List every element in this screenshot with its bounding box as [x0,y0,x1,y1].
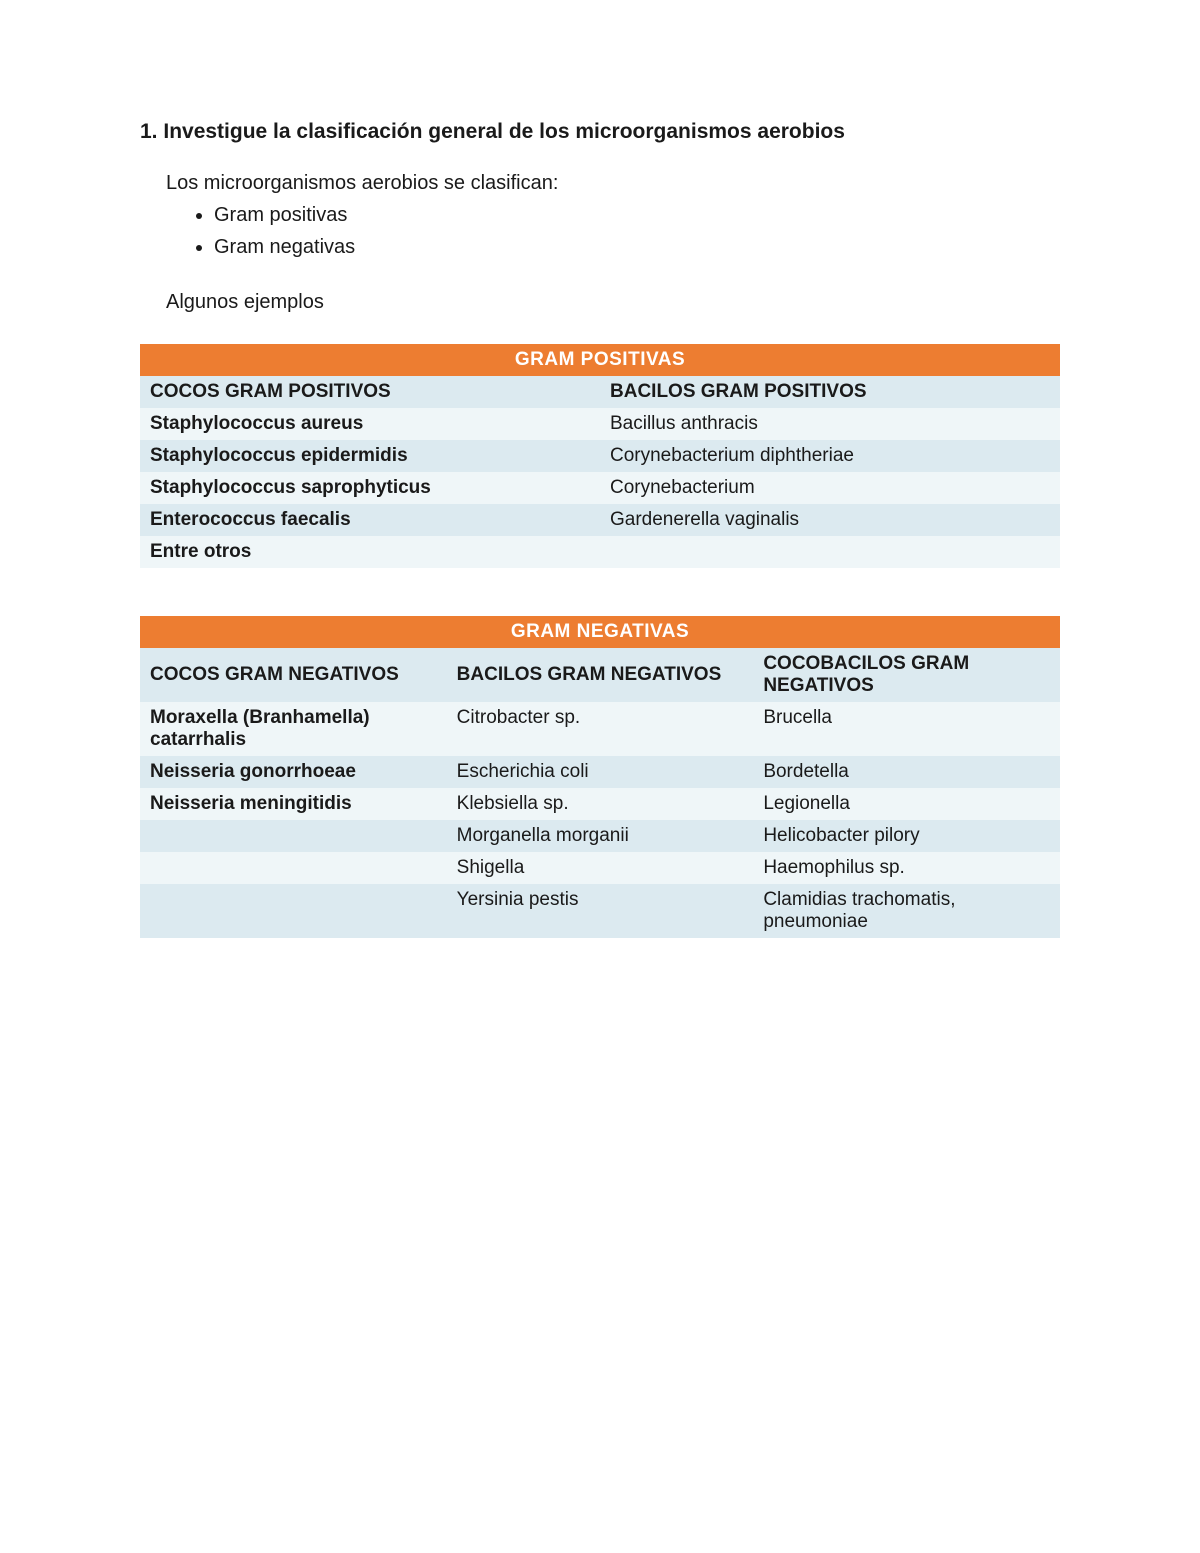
bullet-item: Gram negativas [214,231,1060,263]
table-cell: Neisseria meningitidis [140,788,447,820]
bullet-item: Gram positivas [214,199,1060,231]
table-cell: Escherichia coli [447,756,754,788]
table-cell: Brucella [753,702,1060,756]
intro-text: Los microorganismos aerobios se clasific… [140,172,1060,195]
table-title: GRAM NEGATIVAS [140,616,1060,648]
table-cell: Helicobacter pilory [753,820,1060,852]
gram-negativas-table: GRAM NEGATIVAS COCOS GRAM NEGATIVOS BACI… [140,616,1060,938]
gram-positivas-table: GRAM POSITIVAS COCOS GRAM POSITIVOS BACI… [140,344,1060,568]
table-cell: Gardenerella vaginalis [600,504,1060,536]
section-heading: 1. Investigue la clasificación general d… [140,120,1060,144]
table-subheader-row: COCOS GRAM POSITIVOS BACILOS GRAM POSITI… [140,376,1060,408]
table-row: Staphylococcus aureus Bacillus anthracis [140,408,1060,440]
table-row: Neisseria gonorrhoeae Escherichia coli B… [140,756,1060,788]
table-row: Morganella morganii Helicobacter pilory [140,820,1060,852]
bullet-list: Gram positivas Gram negativas [140,199,1060,263]
heading-text: Investigue la clasificación general de l… [163,120,845,143]
table-cell: Neisseria gonorrhoeae [140,756,447,788]
table-row: Yersinia pestis Clamidias trachomatis, p… [140,884,1060,938]
table-cell: Bordetella [753,756,1060,788]
column-header: COCOS GRAM NEGATIVOS [140,648,447,702]
table-title-row: GRAM POSITIVAS [140,344,1060,376]
table-cell: Yersinia pestis [447,884,754,938]
table-cell: Klebsiella sp. [447,788,754,820]
table-row: Neisseria meningitidis Klebsiella sp. Le… [140,788,1060,820]
table-cell: Citrobacter sp. [447,702,754,756]
document-page: 1. Investigue la clasificación general d… [0,0,1200,1046]
table-cell: Bacillus anthracis [600,408,1060,440]
column-header: COCOBACILOS GRAM NEGATIVOS [753,648,1060,702]
table-cell [600,536,1060,568]
table-row: Entre otros [140,536,1060,568]
column-header: COCOS GRAM POSITIVOS [140,376,600,408]
table-cell: Staphylococcus saprophyticus [140,472,600,504]
table-cell [140,852,447,884]
table-row: Staphylococcus saprophyticus Corynebacte… [140,472,1060,504]
examples-label: Algunos ejemplos [140,291,1060,314]
heading-number: 1. [140,120,158,143]
table-cell: Moraxella (Branhamella) catarrhalis [140,702,447,756]
table-row: Staphylococcus epidermidis Corynebacteri… [140,440,1060,472]
table-title-row: GRAM NEGATIVAS [140,616,1060,648]
table-cell: Corynebacterium diphtheriae [600,440,1060,472]
table-cell: Clamidias trachomatis, pneumoniae [753,884,1060,938]
table-cell: Shigella [447,852,754,884]
table-cell [140,884,447,938]
table-title: GRAM POSITIVAS [140,344,1060,376]
table-row: Enterococcus faecalis Gardenerella vagin… [140,504,1060,536]
column-header: BACILOS GRAM NEGATIVOS [447,648,754,702]
table-row: Shigella Haemophilus sp. [140,852,1060,884]
table-cell: Staphylococcus aureus [140,408,600,440]
table-cell: Entre otros [140,536,600,568]
table-cell [140,820,447,852]
table-cell: Enterococcus faecalis [140,504,600,536]
table-subheader-row: COCOS GRAM NEGATIVOS BACILOS GRAM NEGATI… [140,648,1060,702]
table-cell: Haemophilus sp. [753,852,1060,884]
table-cell: Morganella morganii [447,820,754,852]
table-cell: Legionella [753,788,1060,820]
column-header: BACILOS GRAM POSITIVOS [600,376,1060,408]
table-cell: Corynebacterium [600,472,1060,504]
table-cell: Staphylococcus epidermidis [140,440,600,472]
table-row: Moraxella (Branhamella) catarrhalis Citr… [140,702,1060,756]
